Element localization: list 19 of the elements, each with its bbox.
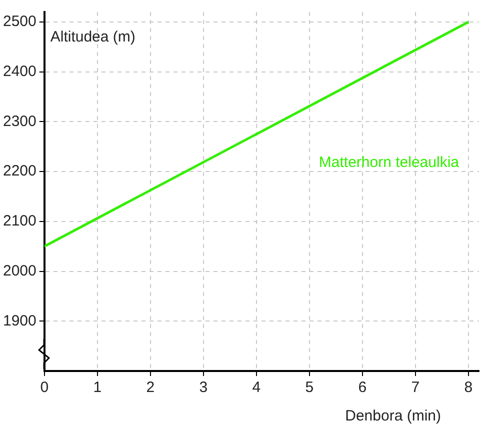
text: Matterhorn teleaulkia [318,154,460,171]
x-tick-label: 0 [40,379,49,396]
y-tick-label: 2400 [2,62,36,80]
y-tick-label: 2500 [2,13,36,30]
x-tick-label: 2 [146,379,155,396]
y-axis-title: Altitudea (m) [50,28,136,46]
x-tick-label: 5 [305,379,314,396]
y-tick-label: 1900 [2,312,36,330]
y-tick-label: 2000 [2,262,36,280]
x-axis-title: Denbora (min) [345,408,441,425]
x-tick-label: 4 [252,379,261,396]
x-tick-label: 6 [358,379,367,396]
y-tick-label: 2100 [2,212,36,230]
x-tick-label: 3 [199,379,208,396]
y-tick-label: 2300 [2,112,36,130]
y-tick-label: 2200 [2,162,36,180]
x-tick-label: 7 [411,379,420,396]
x-tick-label: 1 [93,379,102,396]
x-tick-label: 8 [464,379,473,396]
